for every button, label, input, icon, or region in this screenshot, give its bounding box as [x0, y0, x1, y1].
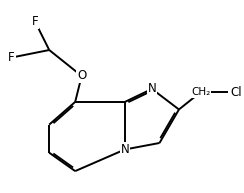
Text: N: N: [121, 143, 129, 156]
Text: CH₂: CH₂: [191, 87, 210, 97]
Text: F: F: [32, 15, 39, 28]
Text: O: O: [77, 69, 86, 82]
Text: F: F: [8, 51, 15, 64]
Text: Cl: Cl: [230, 86, 242, 99]
Text: N: N: [148, 82, 156, 95]
